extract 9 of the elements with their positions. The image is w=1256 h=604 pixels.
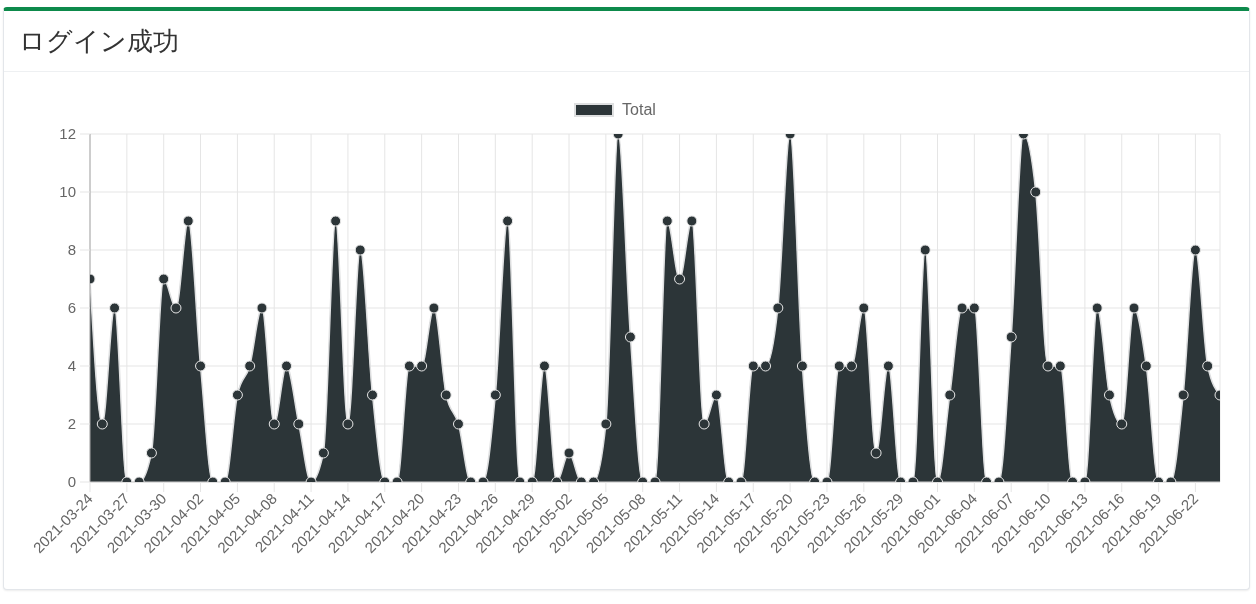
- y-tick-label: 6: [67, 299, 76, 317]
- y-tick-label: 2: [67, 415, 76, 433]
- y-tick-label: 12: [59, 125, 76, 143]
- legend-label: Total: [622, 101, 656, 119]
- y-tick-label: 8: [67, 241, 76, 259]
- y-tick-label: 4: [67, 357, 76, 375]
- y-tick-label: 10: [59, 183, 76, 201]
- y-tick-label: 0: [67, 473, 76, 491]
- chart-title: ログイン成功: [19, 24, 179, 58]
